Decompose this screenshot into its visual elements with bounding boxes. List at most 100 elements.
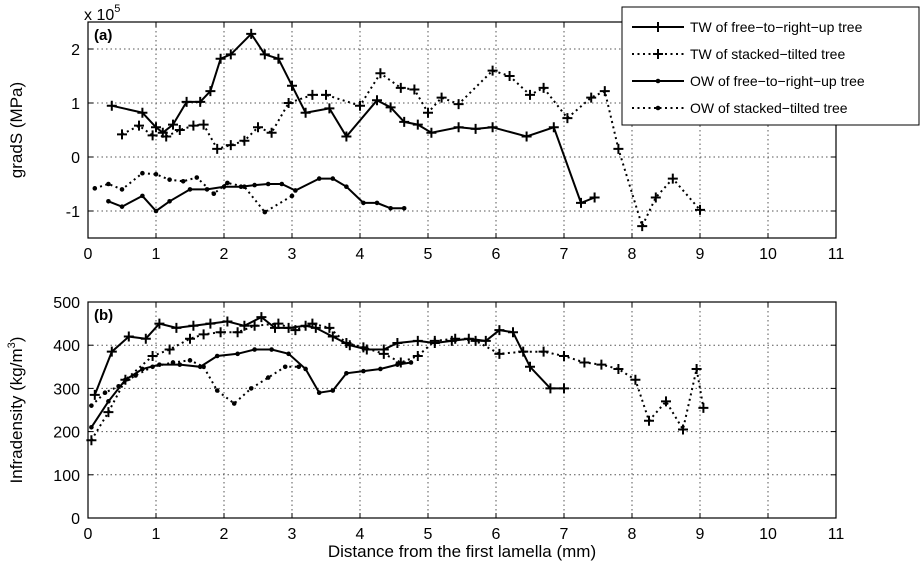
panel-a-ticks: 0 1 2 3 4 5 6 7 8 9 10 11 -1 0 1 2 [66, 22, 844, 263]
plus-marker [198, 329, 209, 340]
plus-marker [253, 122, 263, 133]
dot-marker [265, 181, 271, 187]
dot-marker [293, 188, 298, 193]
dot-marker [214, 353, 220, 359]
x-tick-label: 2 [220, 246, 229, 263]
dot-marker [102, 390, 108, 396]
series-4 [92, 170, 295, 215]
plus-marker [378, 348, 389, 359]
plus-marker [548, 122, 559, 133]
dot-marker [180, 179, 186, 184]
plus-marker [661, 396, 671, 407]
dot-marker [150, 364, 155, 370]
plus-marker [450, 333, 461, 344]
plus-marker [412, 119, 423, 130]
panel-b-axes-frame [87, 301, 837, 519]
legend-label: OW of free−to−right−up tree [690, 73, 865, 89]
plus-marker [168, 119, 178, 130]
dot-marker [408, 360, 414, 365]
dot-marker [133, 373, 138, 378]
plus-marker [106, 346, 117, 357]
x-tick-label: 7 [560, 246, 569, 263]
dot-marker [248, 386, 254, 391]
plus-marker [470, 335, 481, 346]
dot-marker [167, 198, 172, 204]
dot-marker [289, 193, 295, 199]
plus-marker [205, 86, 216, 97]
plus-marker [185, 333, 195, 344]
plus-marker [399, 116, 410, 127]
dot-marker [170, 360, 176, 365]
plus-marker [188, 120, 199, 131]
dot-marker [235, 351, 240, 357]
plus-marker [232, 327, 243, 338]
plus-marker [525, 89, 535, 100]
plus-marker [222, 316, 233, 327]
series-3 [106, 176, 407, 214]
plus-marker [151, 122, 161, 133]
dot-marker [282, 364, 288, 370]
y-tick-label: 100 [53, 468, 80, 485]
panel-b-label: (b) [94, 307, 113, 324]
panel-a-exponent-label: x 105 [84, 3, 120, 24]
plus-marker [283, 98, 294, 108]
y-tick-label: 0 [71, 511, 80, 528]
plus-marker [412, 335, 423, 346]
legend: TW of free−to−right−up tree TW of stacked… [621, 6, 920, 126]
y-tick-label: 200 [53, 425, 80, 442]
plus-marker [117, 129, 127, 140]
plus-marker [103, 407, 114, 418]
plus-marker [89, 389, 100, 400]
series-1 [89, 312, 569, 400]
x-tick-label: 3 [288, 246, 297, 263]
dot-marker [303, 366, 308, 372]
panel-b-y-axis-label: Infradensity (kg/m3) [6, 337, 26, 484]
plus-marker [545, 383, 556, 394]
plus-marker [538, 82, 549, 93]
dot-marker [119, 187, 125, 192]
plus-marker [324, 103, 335, 114]
series-line [111, 32, 595, 205]
plus-marker [358, 342, 369, 353]
x-tick-label: 6 [492, 246, 501, 263]
plus-marker [678, 424, 688, 435]
panel-a-axes-frame [87, 21, 837, 239]
dot-marker [187, 358, 193, 363]
plus-marker [453, 122, 464, 133]
plus-marker [630, 374, 641, 385]
dot-marker [89, 403, 94, 408]
x-tick-label: 0 [84, 526, 93, 543]
series-1 [106, 28, 600, 208]
series-line [121, 69, 701, 229]
plus-marker [174, 125, 185, 135]
dot-marker [92, 186, 98, 191]
dot-marker [252, 347, 257, 352]
plus-marker [453, 99, 464, 110]
panel-a-label: (a) [94, 27, 112, 44]
plus-marker [521, 131, 532, 142]
series-2 [86, 318, 709, 446]
legend-label: TW of stacked−tilted tree [690, 46, 845, 62]
dot-marker [116, 383, 121, 389]
plus-marker [273, 53, 284, 64]
plus-marker [327, 331, 338, 342]
legend-marker-swatch [653, 22, 663, 32]
dot-marker [279, 181, 285, 187]
plus-marker [409, 84, 420, 95]
plus-marker [559, 383, 569, 394]
series-line [90, 348, 412, 428]
plus-marker [538, 346, 549, 357]
dot-marker [167, 177, 172, 182]
x-tick-label: 9 [696, 246, 705, 263]
plus-marker [559, 351, 569, 361]
legend-marker-swatch [655, 78, 661, 84]
plus-marker [637, 221, 648, 232]
plus-marker [426, 127, 437, 138]
plus-marker [504, 71, 515, 81]
legend-label: TW of free−to−right−up tree [690, 19, 863, 35]
plus-marker [463, 333, 474, 344]
dot-marker [231, 401, 237, 406]
x-tick-label: 10 [759, 526, 777, 543]
x-tick-label: 2 [220, 526, 229, 543]
dot-marker [252, 182, 257, 188]
